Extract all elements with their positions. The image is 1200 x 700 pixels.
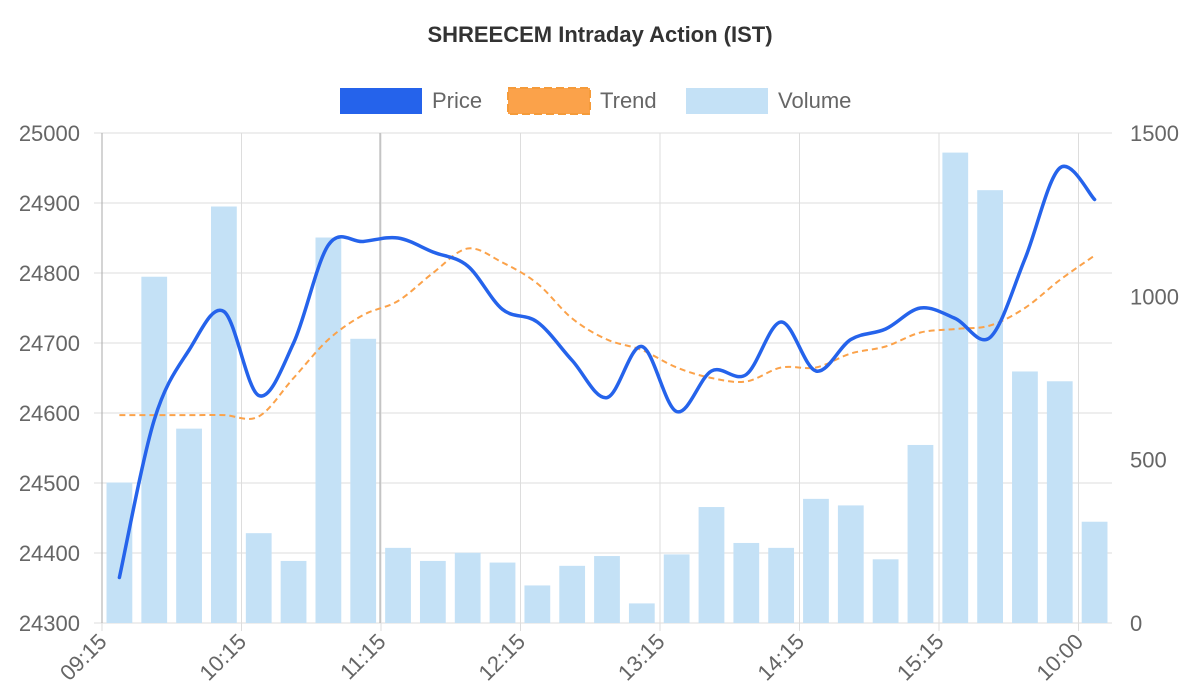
volume-bar xyxy=(1012,371,1038,623)
legend-label-trend: Trend xyxy=(600,88,657,113)
volume-bar xyxy=(803,498,829,623)
volume-bar xyxy=(768,547,795,623)
volume-bar xyxy=(280,560,307,623)
volume-bar xyxy=(559,565,586,623)
x-tick-label: 10:15 xyxy=(194,629,251,686)
y-right-tick-label: 1500 xyxy=(1130,121,1179,146)
volume-bar xyxy=(454,552,481,623)
volume-bar xyxy=(106,482,133,623)
x-tick-label: 09:15 xyxy=(55,629,112,686)
chart-title: SHREECEM Intraday Action (IST) xyxy=(427,22,772,47)
volume-bar xyxy=(245,533,272,623)
volume-bar xyxy=(1081,521,1108,623)
trend-line xyxy=(119,247,1096,420)
legend-swatch-price xyxy=(340,88,422,114)
x-tick-label: 12:15 xyxy=(473,629,530,686)
y-left-tick-label: 24700 xyxy=(19,331,80,356)
volume-bar xyxy=(419,560,446,623)
y-left-tick-label: 24300 xyxy=(19,611,80,636)
x-tick-label: 10:00 xyxy=(1031,629,1088,686)
y-left-tick-label: 24400 xyxy=(19,541,80,566)
volume-bar xyxy=(1046,381,1073,623)
legend-label-volume: Volume xyxy=(778,88,851,113)
volume-bar xyxy=(315,237,342,624)
volume-bar xyxy=(663,554,690,623)
volume-bar xyxy=(837,505,864,623)
y-left-tick-label: 24900 xyxy=(19,191,80,216)
y-left-tick-label: 25000 xyxy=(19,121,80,146)
volume-bar xyxy=(872,559,899,623)
y-right-tick-label: 500 xyxy=(1130,448,1167,473)
volume-bar xyxy=(698,507,725,623)
x-tick-label: 13:15 xyxy=(613,629,670,686)
price-lines xyxy=(117,164,1097,580)
volume-bar xyxy=(176,428,202,623)
y-left-tick-label: 24800 xyxy=(19,261,80,286)
legend: Price Trend Volume xyxy=(340,87,851,115)
y-left-tick-label: 24600 xyxy=(19,401,80,426)
legend-swatch-volume xyxy=(686,88,768,114)
y-right-tick-label: 1000 xyxy=(1130,284,1179,309)
volume-bar xyxy=(733,542,760,623)
volume-bar xyxy=(907,444,934,623)
legend-label-price: Price xyxy=(432,88,482,113)
volume-bar xyxy=(594,556,620,623)
volume-bar xyxy=(489,562,516,623)
legend-swatch-trend xyxy=(507,87,591,115)
volume-bars xyxy=(106,152,1108,624)
volume-bar xyxy=(977,190,1003,623)
volume-bar xyxy=(385,547,411,623)
x-tick-label: 15:15 xyxy=(892,629,949,686)
volume-bar xyxy=(524,585,551,623)
x-tick-label: 14:15 xyxy=(752,629,809,686)
volume-bar xyxy=(350,338,377,623)
y-left-tick-label: 24500 xyxy=(19,471,80,496)
volume-bar xyxy=(942,152,969,623)
y-right-tick-label: 0 xyxy=(1130,611,1142,636)
x-tick-label: 11:15 xyxy=(335,629,390,684)
volume-bar xyxy=(628,603,655,623)
price-line xyxy=(117,164,1097,580)
